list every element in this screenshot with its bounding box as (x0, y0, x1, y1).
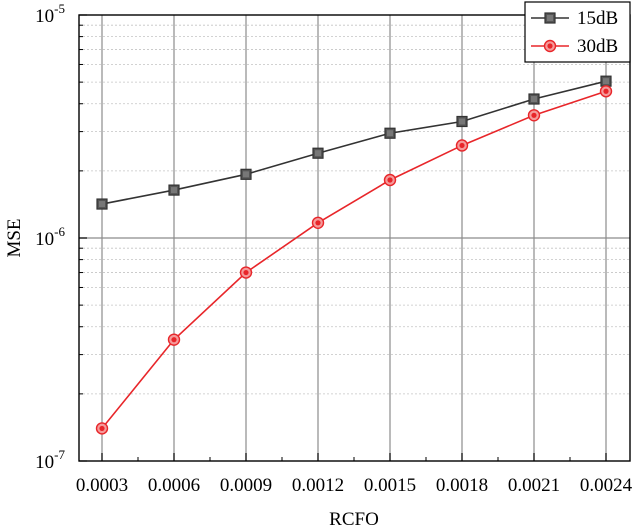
y-tick-label: 10-5 (35, 1, 65, 27)
data-point-inner (603, 88, 609, 94)
x-tick-label: 0.0009 (220, 475, 272, 496)
x-tick-label: 0.0012 (292, 475, 344, 496)
x-tick-label: 0.0015 (364, 475, 416, 496)
series-line (101, 80, 607, 205)
y-axis-title: MSE (4, 218, 25, 257)
data-point-inner (171, 187, 177, 194)
data-point-inner (459, 118, 465, 125)
legend-marker-inner (547, 15, 553, 21)
data-point-inner (459, 142, 465, 149)
legend: 15dB 30dB (524, 1, 631, 63)
legend-label: 30dB (577, 36, 618, 57)
data-point-inner (243, 269, 249, 276)
data-point-inner (99, 201, 105, 208)
data-point-inner (603, 78, 609, 85)
y-tick-label: 10-7 (35, 447, 65, 473)
data-point-inner (171, 337, 177, 343)
y-tick-label: 10-6 (35, 224, 65, 250)
legend-label: 15dB (577, 8, 618, 29)
series-layer (95, 75, 613, 435)
x-tick-label: 0.0018 (436, 475, 488, 496)
x-tick-label: 0.0003 (76, 475, 128, 496)
grid (79, 15, 630, 461)
data-point-inner (387, 177, 393, 183)
data-point-inner (99, 425, 105, 432)
axes: 10-5 10-6 10-7 0.0003 0.0006 0.0009 0.0012 0.00… (35, 1, 632, 496)
data-point-inner (531, 96, 537, 103)
legend-marker-inner (547, 43, 553, 49)
data-point-inner (243, 171, 249, 178)
x-tick-label: 0.0021 (508, 475, 560, 496)
data-point-inner (387, 130, 393, 137)
legend-box (524, 1, 631, 63)
data-point-inner (315, 150, 321, 157)
x-tick-label: 0.0006 (148, 475, 200, 496)
x-axis-title: RCFO (329, 509, 379, 530)
x-tick-label: 0.0024 (580, 475, 633, 496)
series-line (101, 90, 607, 429)
data-point-inner (531, 112, 537, 118)
data-point-inner (315, 220, 321, 226)
